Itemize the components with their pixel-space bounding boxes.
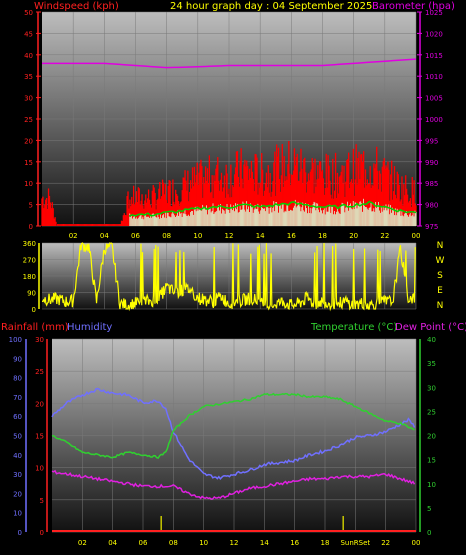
temperature-tick-label: 15 <box>427 457 436 465</box>
barometer-tick-label: 975 <box>425 223 438 231</box>
wind-tick-label: 40 <box>24 52 33 60</box>
lower-time-tick-label: SunRSet <box>340 539 370 547</box>
barometer-tick-label: 1015 <box>425 52 443 60</box>
humidity-tick-label: 30 <box>13 471 22 479</box>
chart-title: 24 hour graph day : 04 September 2025 <box>170 1 372 12</box>
compass-label: N <box>437 301 444 311</box>
lower-time-tick-label: 14 <box>260 539 269 547</box>
direction-tick-label: 0 <box>32 306 36 314</box>
rainfall-axis-label: Rainfall (mm) <box>1 322 69 333</box>
humidity-tick-label: 100 <box>9 336 22 344</box>
humidity-tick-label: 70 <box>13 394 22 402</box>
wind-tick-label: 25 <box>24 116 33 124</box>
lower-time-tick-label: 04 <box>108 539 117 547</box>
temperature-tick-label: 30 <box>427 384 436 392</box>
dewpoint-axis-label: Dew Point (°C) <box>395 322 466 333</box>
barometer-tick-label: 1020 <box>425 30 443 38</box>
wind-axis-label: Windspeed (kph) <box>34 1 119 12</box>
wind-tick-label: 30 <box>24 95 33 103</box>
lower-time-tick-label: 12 <box>230 539 239 547</box>
time-tick-label: 04 <box>100 232 109 240</box>
lower-time-tick-label: 00 <box>412 539 421 547</box>
humidity-tick-label: 10 <box>13 510 22 518</box>
temperature-tick-label: 20 <box>427 433 436 441</box>
barometer-tick-label: 1005 <box>425 95 443 103</box>
barometer-line <box>42 58 417 69</box>
direction-tick-label: 90 <box>27 290 36 298</box>
lower-time-tick-label: 06 <box>139 539 148 547</box>
lower-time-tick-label: 22 <box>381 539 390 547</box>
lower-time-tick-label: 10 <box>199 539 208 547</box>
direction-line <box>41 242 416 312</box>
wind-tick-label: 5 <box>29 202 33 210</box>
temperature-tick-label: 0 <box>427 529 431 537</box>
rain-tick-label: 10 <box>35 465 44 473</box>
time-tick-label: 10 <box>193 232 202 240</box>
barometer-tick-label: 1025 <box>425 9 443 17</box>
time-tick-label: 02 <box>69 232 78 240</box>
time-tick-label: 08 <box>162 232 171 240</box>
humidity-tick-label: 40 <box>13 452 22 460</box>
compass-label: S <box>437 271 443 281</box>
time-tick-label: 12 <box>225 232 234 240</box>
direction-tick-label: 180 <box>23 273 36 281</box>
direction-tick-label: 360 <box>23 240 36 248</box>
humidity-tick-label: 20 <box>13 490 22 498</box>
temperature-tick-label: 35 <box>427 360 436 368</box>
humidity-tick-label: 50 <box>13 433 22 441</box>
lower-time-tick-label: 16 <box>290 539 299 547</box>
chart-marks <box>41 58 417 532</box>
temperature-line <box>51 392 415 460</box>
temperature-axis-label: Temperature (°C) <box>310 322 397 333</box>
time-tick-label: 22 <box>380 232 389 240</box>
direction-tick-label: 270 <box>23 257 36 265</box>
time-tick-label: 14 <box>256 232 265 240</box>
compass-label: E <box>437 286 443 296</box>
lower-time-tick-label: 08 <box>169 539 178 547</box>
humidity-tick-label: 90 <box>13 355 22 363</box>
humidity-tick-label: 80 <box>13 375 22 383</box>
dewpoint-line <box>51 469 416 500</box>
humidity-tick-label: 0 <box>18 529 22 537</box>
wind-tick-label: 15 <box>24 159 33 167</box>
rain-tick-label: 30 <box>35 336 44 344</box>
wind-tick-label: 45 <box>24 30 33 38</box>
wind-tick-label: 10 <box>24 180 33 188</box>
rain-tick-label: 25 <box>35 368 44 376</box>
axis-labels: 0510152025303540455097598098599099510001… <box>9 9 445 547</box>
time-tick-label: 18 <box>318 232 327 240</box>
temperature-tick-label: 5 <box>427 505 431 513</box>
temperature-tick-label: 25 <box>427 408 436 416</box>
time-tick-label: 06 <box>131 232 140 240</box>
barometer-tick-label: 990 <box>425 159 438 167</box>
compass-label: W <box>436 256 445 266</box>
barometer-tick-label: 1000 <box>425 116 443 124</box>
wind-tick-label: 0 <box>29 223 33 231</box>
time-tick-label: 16 <box>287 232 296 240</box>
time-tick-label: 20 <box>349 232 358 240</box>
wind-tick-label: 50 <box>24 9 33 17</box>
barometer-axis-label: Barometer (hpa) <box>372 1 455 12</box>
humidity-line <box>51 387 416 481</box>
temperature-tick-label: 40 <box>427 336 436 344</box>
rain-tick-label: 0 <box>40 529 44 537</box>
wind-tick-label: 20 <box>24 137 33 145</box>
humidity-tick-label: 60 <box>13 413 22 421</box>
barometer-tick-label: 980 <box>425 202 438 210</box>
rain-tick-label: 15 <box>35 433 44 441</box>
barometer-tick-label: 995 <box>425 137 438 145</box>
rain-tick-label: 20 <box>35 400 44 408</box>
humidity-axis-label: Humidity <box>67 322 112 333</box>
time-tick-label: 00 <box>412 232 421 240</box>
lower-time-tick-label: 18 <box>321 539 330 547</box>
temperature-tick-label: 10 <box>427 481 436 489</box>
barometer-tick-label: 985 <box>425 180 438 188</box>
compass-label: N <box>437 241 444 251</box>
lower-time-tick-label: 02 <box>78 539 87 547</box>
rain-tick-label: 5 <box>40 497 44 505</box>
wind-tick-label: 35 <box>24 73 33 81</box>
barometer-tick-label: 1010 <box>425 73 443 81</box>
wind-average-line <box>128 200 417 217</box>
